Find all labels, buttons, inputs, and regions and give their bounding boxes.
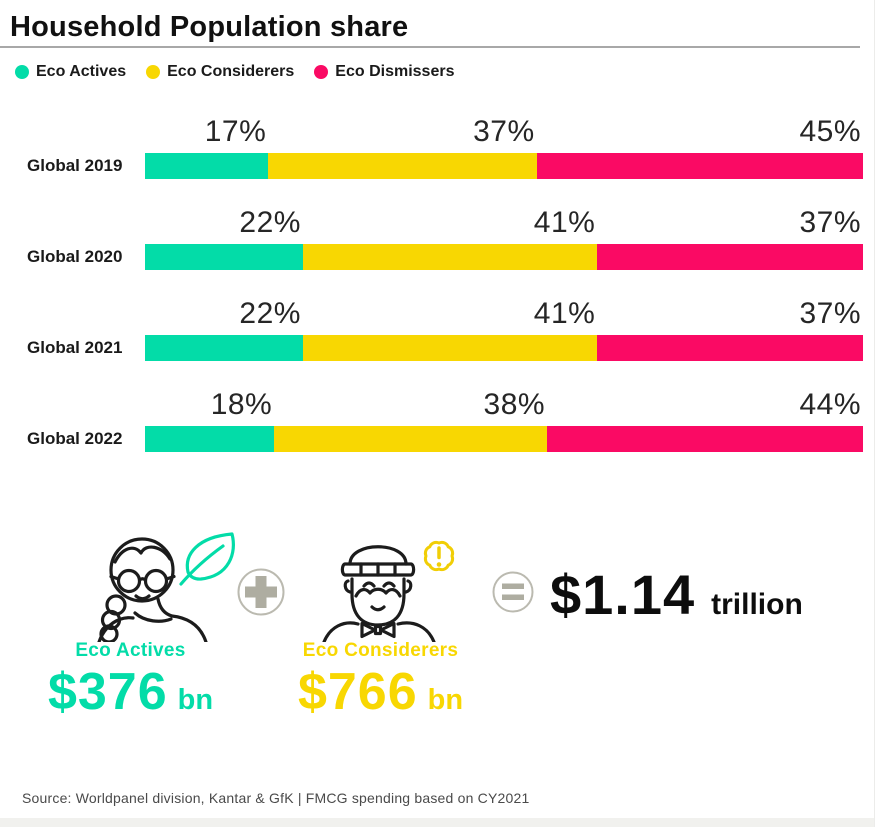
bar-segment-eco-actives [145,244,303,270]
bar-segment-eco-considerers [268,153,537,179]
teal-dot-icon [15,65,29,79]
bar-segment-eco-considerers [274,426,548,452]
legend: Eco Actives Eco Considerers Eco Dismissers [15,63,454,81]
category-label: Global 2020 [27,247,123,266]
chart-row-global-2021: Global 2021 22% 41% 37% [0,297,874,361]
yellow-dot-icon [146,65,161,79]
bar-area: 22% 41% 37% [145,206,863,270]
title-divider [0,46,860,48]
bar-segment-eco-actives [145,426,275,452]
legend-item-eco-considerers: Eco Considerers [146,63,294,81]
eco-actives-unit: bn [177,684,214,716]
bar-area: 22% 41% 37% [145,297,863,361]
value-label-eco-actives: 17% [204,115,267,148]
bar-segment-eco-actives [145,335,303,361]
category-label: Global 2022 [27,429,123,448]
chart-row-global-2022: Global 2022 18% 38% 44% [0,388,874,452]
eco-considerers-value: $766 bn [283,662,478,722]
bar-area: 17% 37% 45% [145,115,863,179]
legend-item-eco-actives: Eco Actives [15,63,126,81]
value-label-eco-dismissers: 37% [799,206,861,239]
eco-actives-label: Eco Actives [75,640,186,661]
bar-segment-eco-dismissers [597,335,863,361]
value-label-eco-dismissers: 45% [799,115,861,148]
category-label: Global 2021 [27,338,123,357]
legend-label: Eco Actives [36,63,127,80]
eco-considerers-unit: bn [427,684,464,716]
stacked-bar [145,153,863,179]
plus-circle-icon [237,568,285,616]
value-label-eco-dismissers: 44% [799,388,861,421]
value-label-eco-considerers: 41% [533,297,596,330]
value-label-eco-considerers: 41% [533,206,596,239]
bar-segment-eco-dismissers [597,244,863,270]
value-label-eco-considerers: 38% [483,388,546,421]
legend-item-eco-dismissers: Eco Dismissers [314,63,454,81]
footer-band [0,818,874,827]
stacked-bar-chart: Global 2019 17% 37% 45% Global 2020 22% 41% 37%… [0,115,874,490]
legend-label: Eco Dismissers [335,63,455,80]
spending-summary: Eco Actives $376 bn [0,520,874,760]
eco-considerers-amount: $766 [297,663,418,721]
stacked-bar [145,244,863,270]
total-unit: trillion [711,588,803,621]
stacked-bar [145,426,863,452]
bar-segment-eco-considerers [302,335,598,361]
pink-dot-icon [314,65,329,79]
value-label-eco-considerers: 37% [473,115,535,148]
woman-with-braid-icon [97,532,235,642]
legend-label: Eco Considerers [167,63,295,80]
stacked-bar [145,335,863,361]
category-label: Global 2019 [27,156,123,175]
eco-considerers-label: Eco Considerers [302,640,459,661]
man-with-beanie-icon [322,540,455,642]
value-label-eco-actives: 22% [239,206,301,239]
value-label-eco-dismissers: 37% [799,297,861,330]
leaf-icon [179,532,235,586]
value-label-eco-actives: 22% [239,297,301,330]
total-amount: $1.14 [550,563,696,626]
exclamation-badge-icon [423,540,455,572]
bar-segment-eco-dismissers [547,426,863,452]
bar-segment-eco-considerers [302,244,598,270]
value-label-eco-actives: 18% [210,388,273,421]
equals-circle-icon [492,571,534,613]
eco-actives-amount: $376 [47,663,168,721]
chart-row-global-2019: Global 2019 17% 37% 45% [0,115,874,179]
chart-row-global-2020: Global 2020 22% 41% 37% [0,206,874,270]
page-title: Household Population share [10,11,409,43]
bar-segment-eco-actives [145,153,269,179]
total-spending: $1.14 trillion [550,562,803,627]
bar-segment-eco-dismissers [536,153,863,179]
bar-area: 18% 38% 44% [145,388,863,452]
eco-actives-value: $376 bn [33,662,228,722]
source-note: Source: Worldpanel division, Kantar & Gf… [22,790,530,806]
